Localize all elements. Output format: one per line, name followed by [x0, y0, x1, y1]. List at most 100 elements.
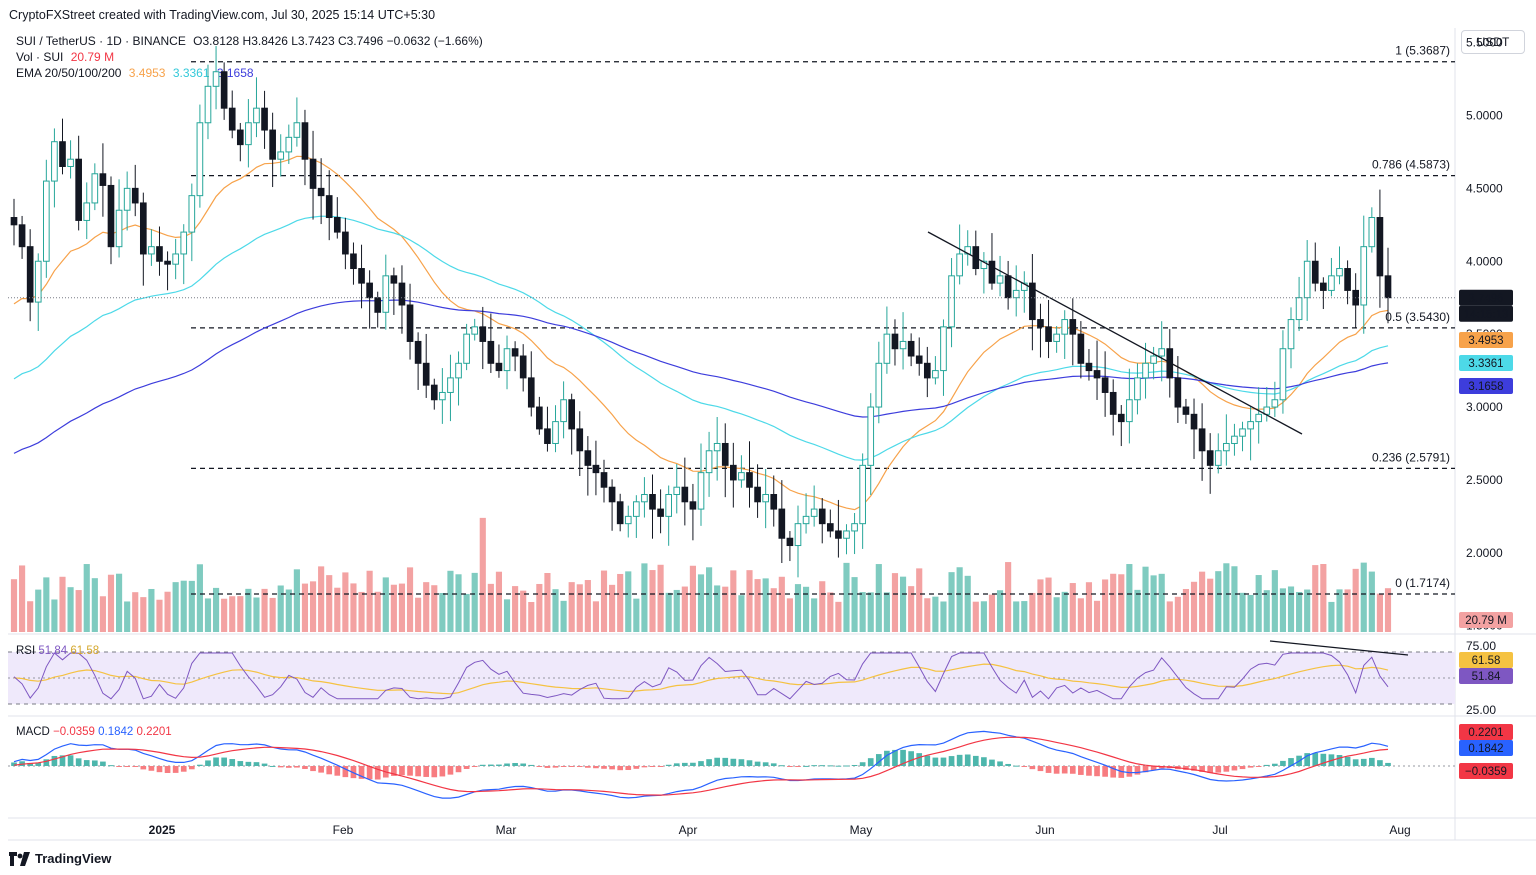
macd-hist-bar — [504, 763, 510, 766]
macd-legend[interactable]: MACD −0.0359 0.1842 0.2201 — [16, 726, 172, 738]
candle-body — [75, 158, 82, 221]
macd-hist-bar — [100, 761, 106, 766]
volume-bar — [811, 598, 818, 632]
candle-body — [430, 384, 438, 401]
macd-hist-bar — [245, 761, 252, 766]
volume-bar — [1166, 601, 1173, 632]
volume-bar — [124, 601, 131, 632]
volume-bar — [261, 588, 268, 632]
candle-body — [843, 530, 850, 539]
currency-selector[interactable]: USDT — [1461, 30, 1525, 54]
time-tick-label: Jun — [1035, 823, 1054, 837]
volume-bar — [19, 565, 26, 632]
macd-hist-bar — [1029, 766, 1036, 770]
macd-hist-bar — [172, 766, 179, 773]
time-tick-label: May — [850, 823, 873, 837]
candle-body — [1045, 326, 1052, 342]
macd-hist-bar — [132, 766, 139, 767]
candle-body — [333, 217, 341, 233]
macd-hist-bar — [156, 766, 163, 773]
volume-bar — [237, 596, 244, 632]
ema50-value: 3.3361 — [172, 66, 210, 80]
macd-hist-bar — [803, 765, 809, 767]
macd-hist-bar — [310, 766, 316, 772]
macd-hist-bar — [1207, 766, 1214, 773]
macd-hist-bar — [1231, 766, 1238, 771]
candle-body — [51, 141, 58, 182]
volume-bar — [843, 562, 850, 632]
macd-hist-bar — [148, 766, 155, 771]
macd-hist-bar — [35, 762, 42, 766]
macd-hist-bar — [1223, 766, 1230, 772]
rsi-band — [8, 652, 1455, 704]
candle-body — [196, 122, 204, 197]
candle-body — [1198, 428, 1206, 452]
volume-bar — [1182, 588, 1190, 632]
candle-body — [980, 260, 988, 270]
macd-hist-bar — [665, 764, 672, 766]
macd-hist-bar — [140, 766, 147, 770]
ema-label: EMA 20/50/100/200 — [16, 66, 122, 80]
volume-legend[interactable]: Vol · SUI 20.79 M — [16, 50, 118, 64]
volume-bar — [1174, 596, 1181, 632]
macd-hist-bar — [116, 766, 122, 767]
macd-hist-bar — [334, 766, 341, 776]
candle-body — [245, 122, 252, 146]
candle-body — [770, 494, 778, 510]
candle-body — [398, 282, 406, 306]
volume-bar — [83, 564, 90, 632]
macd-hist-bar — [108, 765, 114, 767]
candle-body — [455, 362, 462, 379]
macd-hist-bar — [900, 749, 906, 766]
volume-bar — [1029, 592, 1036, 632]
price-tick-label: 5.0000 — [1466, 108, 1503, 122]
candle-body — [1271, 399, 1279, 408]
symbol-title: SUI / TetherUS · 1D · BINANCE — [16, 34, 186, 48]
volume-bar — [1093, 600, 1101, 632]
candle-body — [948, 275, 955, 328]
macd-hist-bar — [496, 764, 502, 766]
volume-bar — [1013, 601, 1020, 632]
macd-hist-bar — [673, 763, 680, 766]
volume-bar — [326, 575, 333, 632]
macd-hist-bar — [326, 766, 333, 775]
macd-hist-bar — [625, 766, 632, 770]
candle-body — [1142, 362, 1149, 379]
volume-bar — [722, 586, 729, 632]
volume-bar — [132, 592, 139, 632]
candle-body — [697, 472, 705, 510]
volume-bar — [374, 591, 381, 632]
macd-hist-bar — [471, 766, 478, 767]
volume-bar — [544, 573, 551, 632]
candle-body — [414, 340, 422, 364]
candle-body — [826, 523, 834, 532]
volume-bar — [398, 583, 406, 632]
tradingview-logo[interactable]: TradingView — [9, 851, 111, 866]
rsi-legend[interactable]: RSI 51.84 61.58 — [16, 645, 99, 657]
macd-line-badge: 0.1842 — [1468, 743, 1503, 755]
macd-hist-bar — [463, 766, 470, 769]
volume-bar — [1328, 601, 1335, 632]
volume-bar — [318, 566, 325, 632]
candle-body — [317, 187, 325, 197]
macd-hist-bar — [439, 766, 446, 777]
macd-hist-bar — [528, 764, 535, 766]
candle-body — [665, 494, 672, 517]
volume-bar — [1271, 570, 1278, 632]
candle-body — [1061, 319, 1069, 335]
symbol-legend[interactable]: SUI / TetherUS · 1D · BINANCE O3.8128 H3… — [16, 34, 487, 48]
rsi-tick-75: 75.00 — [1466, 639, 1496, 653]
candle-body — [422, 362, 430, 386]
volume-bar — [665, 592, 672, 632]
candle-body — [996, 275, 1004, 284]
volume-bar — [285, 589, 292, 632]
volume-bar — [59, 576, 66, 632]
volume-bar — [455, 574, 462, 632]
macd-hist-bar — [1013, 765, 1020, 767]
candle-body — [350, 253, 357, 270]
volume-bar — [786, 598, 793, 632]
volume-bar — [835, 601, 842, 632]
ema-legend[interactable]: EMA 20/50/100/200 3.4953 3.3361 3.1658 — [16, 66, 258, 80]
volume-bar — [988, 594, 996, 632]
